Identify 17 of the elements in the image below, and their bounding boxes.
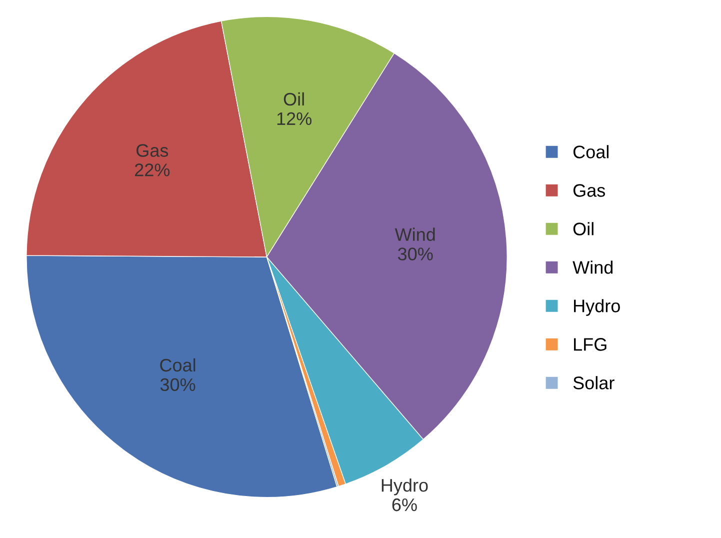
data-label: 22% [134, 164, 170, 176]
data-label: 12% [277, 112, 312, 125]
slice-label: Wind [394, 228, 435, 241]
slice-label: Oil [284, 92, 304, 106]
data-label: 30% [160, 378, 196, 392]
legend-label: Hydro [574, 299, 620, 316]
legend-label: Coal [573, 145, 608, 158]
legend-label: Wind [572, 260, 613, 274]
slice-label: Coal [160, 358, 196, 372]
legend-label: LFG [574, 338, 606, 351]
legend-label: Solar [573, 376, 614, 390]
slice-label: Gas [136, 144, 168, 157]
legend-label: Oil [573, 222, 594, 236]
legend-label: Gas [573, 184, 606, 197]
data-label: 6% [392, 498, 417, 512]
slice-label: Hydro [382, 478, 428, 496]
data-label: 30% [398, 248, 433, 260]
